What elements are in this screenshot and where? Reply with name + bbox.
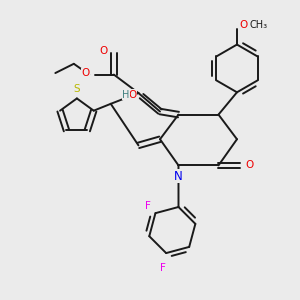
Text: F: F [145,201,151,211]
Text: O: O [128,90,136,100]
Text: F: F [160,263,166,273]
Text: CH₃: CH₃ [250,20,268,30]
Text: O: O [81,68,89,78]
Text: N: N [174,170,183,183]
Text: H: H [122,90,130,100]
Text: S: S [74,84,80,94]
Text: O: O [99,46,107,56]
Text: O: O [245,160,254,170]
Text: O: O [239,20,247,30]
